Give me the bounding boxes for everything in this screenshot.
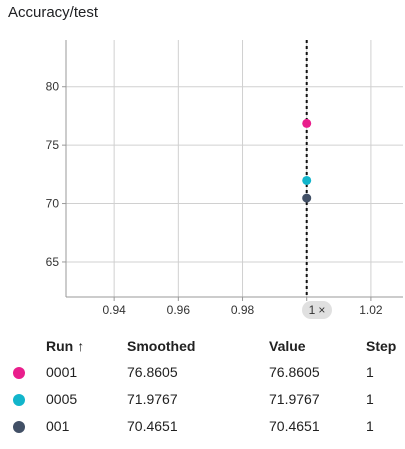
hover-x-label: 1: [309, 303, 316, 317]
step-value: 1: [366, 385, 405, 412]
y-tick-label: 80: [46, 80, 60, 94]
header-color-cell: [0, 334, 46, 358]
color-cell: [0, 385, 46, 412]
data-point-001: [302, 194, 311, 203]
table-row: 0001 76.8605 76.8605 1: [0, 358, 405, 385]
raw-value: 71.9767: [269, 385, 366, 412]
y-tick-label: 70: [46, 197, 60, 211]
x-tick-label: 0.94: [102, 303, 126, 317]
raw-value: 76.8605: [269, 358, 366, 385]
run-color-dot: [13, 394, 25, 406]
smoothed-value: 76.8605: [127, 358, 269, 385]
x-tick-label: 0.96: [167, 303, 191, 317]
step-value: 1: [366, 358, 405, 385]
run-name: 001: [46, 412, 127, 439]
x-tick-label: 1.02: [359, 303, 383, 317]
run-color-dot: [13, 367, 25, 379]
y-tick-label: 65: [46, 255, 60, 269]
table-row: 001 70.4651 70.4651 1: [0, 412, 405, 439]
y-tick-label: 75: [46, 138, 60, 152]
table-row: 0005 71.9767 71.9767 1: [0, 385, 405, 412]
step-value: 1: [366, 412, 405, 439]
tooltip-header-row: Run ↑ Smoothed Value Step: [0, 334, 405, 358]
data-point-0001: [302, 119, 311, 128]
data-point-0005: [302, 176, 311, 185]
header-run[interactable]: Run ↑: [46, 334, 127, 358]
sort-arrow-up-icon[interactable]: ↑: [77, 338, 84, 354]
chart-plot[interactable]: 0.94 0.96 0.98 1.02 65 70 75 80: [0, 0, 405, 330]
run-name: 0005: [46, 385, 127, 412]
hover-x-pill[interactable]: 1 ×: [302, 301, 332, 319]
color-cell: [0, 412, 46, 439]
header-value[interactable]: Value: [269, 334, 366, 358]
header-step[interactable]: Step: [366, 334, 405, 358]
header-smoothed[interactable]: Smoothed: [127, 334, 269, 358]
color-cell: [0, 358, 46, 385]
header-run-label: Run: [46, 338, 73, 354]
run-color-dot: [13, 421, 25, 433]
tooltip-table: Run ↑ Smoothed Value Step 0001 76.8605 76…: [0, 334, 405, 439]
raw-value: 70.4651: [269, 412, 366, 439]
x-tick-label: 0.98: [231, 303, 255, 317]
smoothed-value: 70.4651: [127, 412, 269, 439]
smoothed-value: 71.9767: [127, 385, 269, 412]
close-icon[interactable]: ×: [318, 303, 325, 317]
run-name: 0001: [46, 358, 127, 385]
